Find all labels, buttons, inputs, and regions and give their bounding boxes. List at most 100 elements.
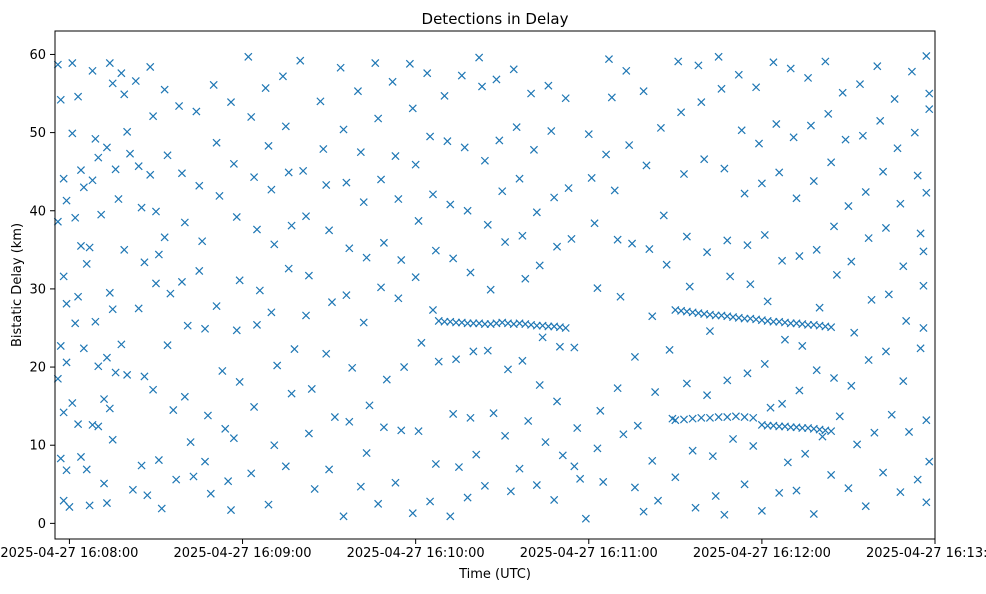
data-point [102, 499, 111, 508]
data-point [408, 509, 417, 518]
data-point [786, 319, 795, 328]
data-point [703, 391, 712, 400]
data-point [172, 475, 181, 484]
data-point [633, 421, 642, 430]
data-point [550, 495, 559, 504]
data-point [847, 381, 856, 390]
data-point [157, 504, 166, 513]
y-axis-ticks: 0 10 20 30 40 50 60 [29, 48, 55, 532]
data-point [757, 506, 766, 515]
data-point [426, 132, 435, 141]
data-point [711, 491, 720, 501]
data-point [62, 466, 71, 475]
data-point [287, 221, 296, 230]
data-point [466, 413, 475, 422]
data-point [250, 173, 259, 182]
data-point [252, 225, 261, 234]
data-point [688, 446, 697, 455]
data-point [91, 317, 100, 326]
data-point [769, 317, 778, 326]
data-point [131, 76, 140, 86]
data-point [123, 370, 132, 379]
data-point [177, 277, 186, 286]
data-point [166, 289, 175, 298]
data-point [855, 80, 865, 89]
data-point [278, 72, 287, 81]
data-point [325, 226, 334, 235]
data-point [287, 389, 296, 398]
data-point [469, 319, 478, 328]
data-point [74, 420, 83, 429]
data-point [867, 295, 876, 304]
data-point [821, 57, 830, 66]
data-point [120, 90, 129, 99]
y-tick-label: 30 [29, 282, 46, 297]
data-point [111, 368, 120, 377]
data-point [463, 206, 472, 215]
data-point [120, 245, 129, 254]
data-point [922, 416, 931, 425]
data-point [469, 347, 478, 356]
data-point [827, 427, 836, 436]
data-point [235, 276, 244, 285]
data-point [397, 426, 406, 435]
data-point [769, 58, 778, 67]
data-point [532, 321, 541, 330]
data-point [717, 84, 726, 93]
data-point [226, 506, 236, 515]
data-point [780, 335, 789, 344]
data-point [532, 481, 541, 490]
data-point [463, 319, 472, 328]
data-point [864, 356, 873, 365]
data-point [62, 358, 71, 367]
data-point [94, 153, 103, 162]
data-point [760, 230, 769, 240]
data-point [503, 365, 513, 374]
data-point [325, 465, 334, 474]
data-point [267, 308, 276, 317]
data-point [778, 399, 787, 408]
data-point [449, 254, 458, 263]
data-point [59, 272, 68, 281]
data-point [414, 216, 423, 225]
data-point [529, 145, 538, 154]
data-point [428, 305, 437, 315]
data-point [229, 434, 238, 443]
data-point [881, 223, 890, 232]
data-point [460, 143, 469, 152]
data-point [726, 272, 735, 281]
data-point [720, 510, 729, 519]
data-point [824, 109, 833, 118]
data-point [417, 338, 426, 347]
data-point [397, 255, 406, 265]
data-point [304, 429, 313, 438]
data-point [149, 385, 158, 394]
data-point [544, 81, 553, 90]
data-point [446, 200, 455, 209]
data-point [740, 480, 749, 489]
data-point [137, 203, 146, 212]
y-axis-label: Bistatic Delay (km) [10, 223, 25, 347]
data-point [431, 459, 440, 468]
data-point [94, 362, 103, 371]
data-point [844, 202, 853, 211]
data-point [224, 477, 233, 486]
data-point [671, 416, 680, 425]
data-point [925, 457, 934, 466]
data-point [255, 286, 264, 295]
data-point [261, 84, 270, 93]
data-point [198, 237, 207, 246]
data-point [452, 318, 461, 327]
y-tick-label: 0 [38, 517, 46, 532]
data-point [175, 102, 184, 111]
data-point [330, 413, 339, 422]
data-point [377, 175, 386, 184]
data-point [91, 134, 100, 143]
data-point [913, 171, 922, 180]
data-point [250, 402, 259, 411]
data-point [226, 98, 236, 107]
data-point [411, 160, 420, 169]
data-point [723, 236, 732, 245]
